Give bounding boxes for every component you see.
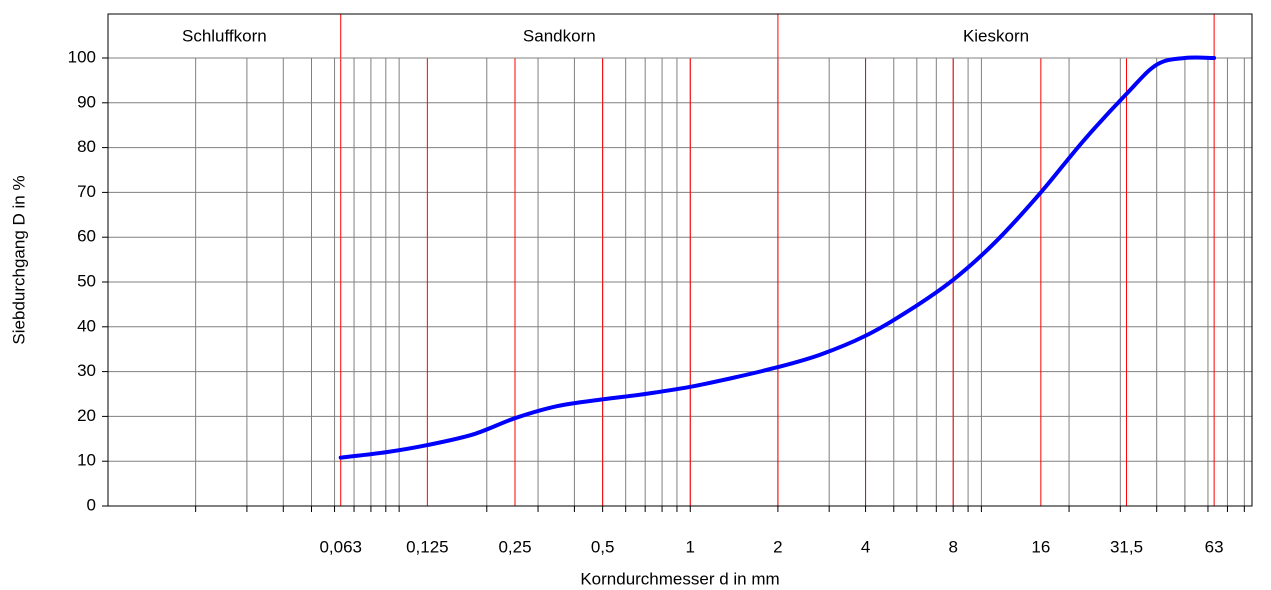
y-tick-label: 70 [77,182,96,201]
x-tick-label: 31,5 [1110,537,1143,556]
x-tick-label: 0,5 [591,537,615,556]
y-tick-label: 100 [68,47,96,66]
y-tick-label: 50 [77,271,96,290]
y-tick-label: 80 [77,137,96,156]
y-tick-label: 40 [77,316,96,335]
x-tick-label: 4 [861,537,870,556]
y-tick-label: 60 [77,227,96,246]
zone-label: Kieskorn [963,26,1029,45]
x-tick-label: 16 [1031,537,1050,556]
x-tick-label: 63 [1205,537,1224,556]
x-tick-label: 0,125 [406,537,449,556]
x-tick-label: 1 [686,537,695,556]
x-tick-label: 8 [948,537,957,556]
x-tick-label: 0,063 [319,537,362,556]
x-tick-label: 0,25 [498,537,531,556]
zone-label: Schluffkorn [182,26,267,45]
data-line [338,55,1217,460]
x-axis-label: Korndurchmesser d in mm [580,569,779,588]
y-axis-label: Siebdurchgang D in % [9,175,28,344]
y-tick-label: 10 [77,451,96,470]
zone-label: Sandkorn [523,26,596,45]
y-tick-label: 0 [87,495,96,514]
plot-frame [107,13,1253,507]
y-tick-label: 20 [77,406,96,425]
x-tick-label: 2 [773,537,782,556]
y-tick-label: 30 [77,361,96,380]
y-tick-label: 90 [77,92,96,111]
